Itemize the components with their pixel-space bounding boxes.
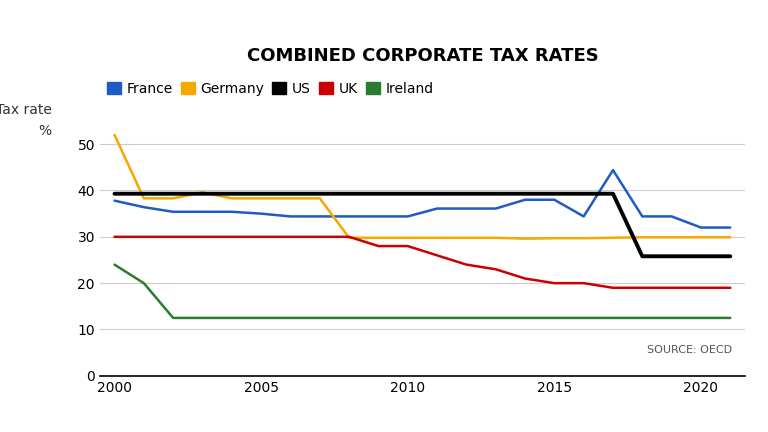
Text: %: % xyxy=(38,124,51,137)
Text: SOURCE: OECD: SOURCE: OECD xyxy=(647,346,732,356)
Text: Tax rate: Tax rate xyxy=(0,103,51,117)
Legend: France, Germany, US, UK, Ireland: France, Germany, US, UK, Ireland xyxy=(107,82,434,96)
Text: COMBINED CORPORATE TAX RATES: COMBINED CORPORATE TAX RATES xyxy=(247,47,598,65)
